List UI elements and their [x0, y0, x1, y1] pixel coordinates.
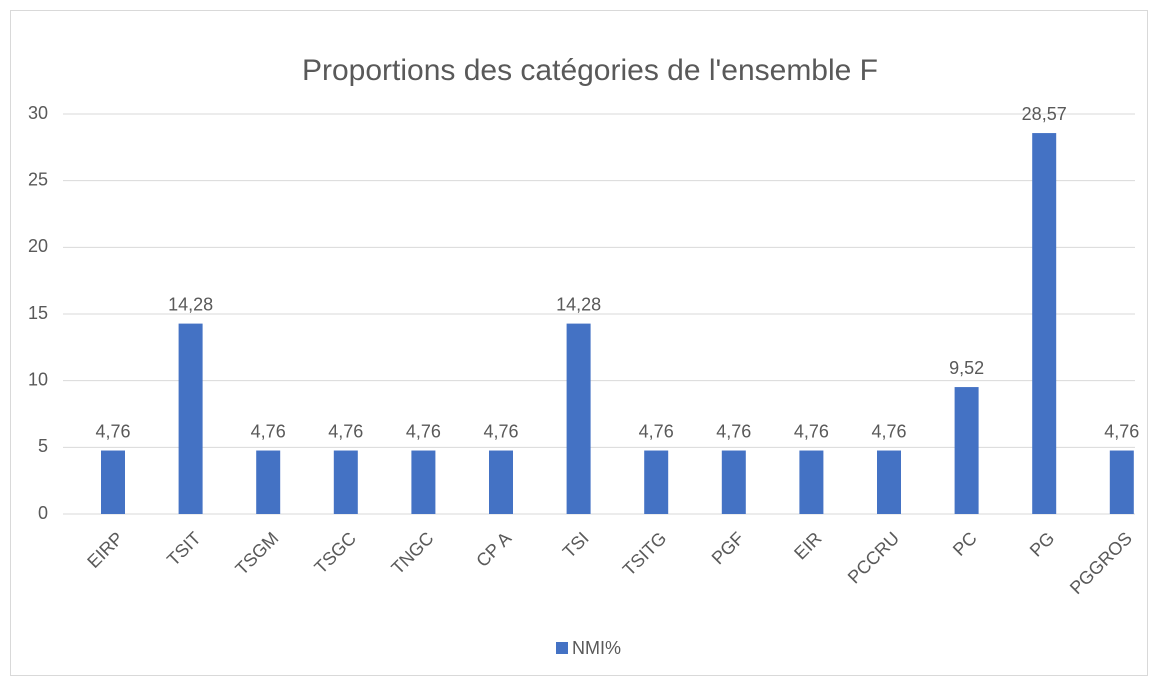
bar [489, 450, 513, 514]
bar [411, 450, 436, 514]
data-label: 4,76 [1104, 421, 1139, 441]
bar [954, 387, 979, 514]
data-label: 4,76 [328, 421, 363, 441]
chart-title: Proportions des catégories de l'ensemble… [302, 54, 878, 87]
y-tick-label: 15 [28, 303, 48, 323]
bar [877, 450, 901, 514]
y-tick-label: 0 [38, 503, 48, 523]
data-label: 4,76 [406, 421, 441, 441]
bar [721, 450, 746, 514]
bar [101, 450, 125, 514]
bar [799, 450, 824, 514]
legend-swatch [556, 642, 568, 654]
data-label: 4,76 [483, 421, 518, 441]
bar [1109, 450, 1134, 514]
data-label: 4,76 [794, 421, 829, 441]
bar [1032, 133, 1057, 515]
y-tick-label: 10 [28, 369, 48, 389]
bar [256, 450, 281, 514]
bar [566, 323, 591, 514]
legend-label: NMI% [572, 638, 621, 658]
data-label: 4,76 [716, 421, 751, 441]
y-tick-label: 20 [28, 236, 48, 256]
data-label: 4,76 [251, 421, 286, 441]
data-label: 14,28 [168, 294, 213, 314]
y-tick-label: 25 [28, 169, 48, 189]
bar [333, 450, 358, 514]
y-tick-label: 5 [38, 436, 48, 456]
bar [644, 450, 669, 514]
data-label: 4,76 [871, 421, 906, 441]
data-label: 28,57 [1022, 104, 1067, 124]
y-tick-label: 30 [28, 103, 48, 123]
data-label: 14,28 [556, 294, 601, 314]
data-label: 9,52 [949, 358, 984, 378]
bar [178, 323, 203, 514]
data-label: 4,76 [639, 421, 674, 441]
data-label: 4,76 [95, 421, 130, 441]
